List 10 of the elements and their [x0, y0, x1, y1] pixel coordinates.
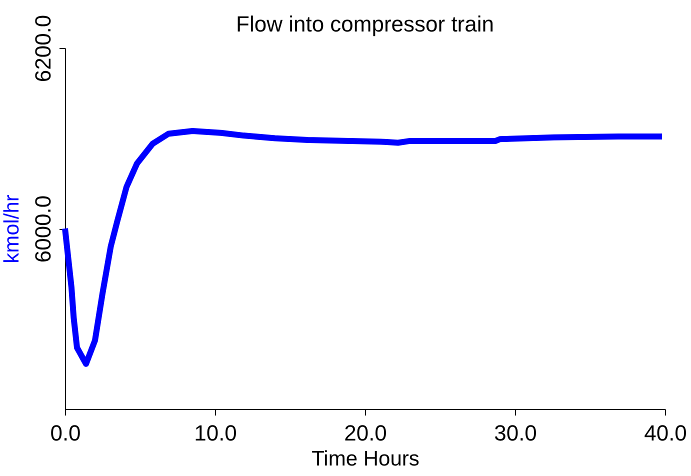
x-axis-title: Time Hours: [312, 448, 420, 470]
y-axis-title: kmol/hr: [0, 194, 24, 264]
x-tick-label: 10.0: [194, 420, 237, 446]
x-tick-label: 0.0: [50, 420, 81, 446]
chart-title: Flow into compressor train: [236, 11, 494, 36]
y-tick-label: 6200.0: [30, 14, 56, 82]
x-tick-label: 20.0: [344, 420, 387, 446]
x-tick-label: 40.0: [644, 420, 687, 446]
y-tick-label: 6000.0: [30, 195, 56, 263]
x-tick-label: 30.0: [494, 420, 537, 446]
